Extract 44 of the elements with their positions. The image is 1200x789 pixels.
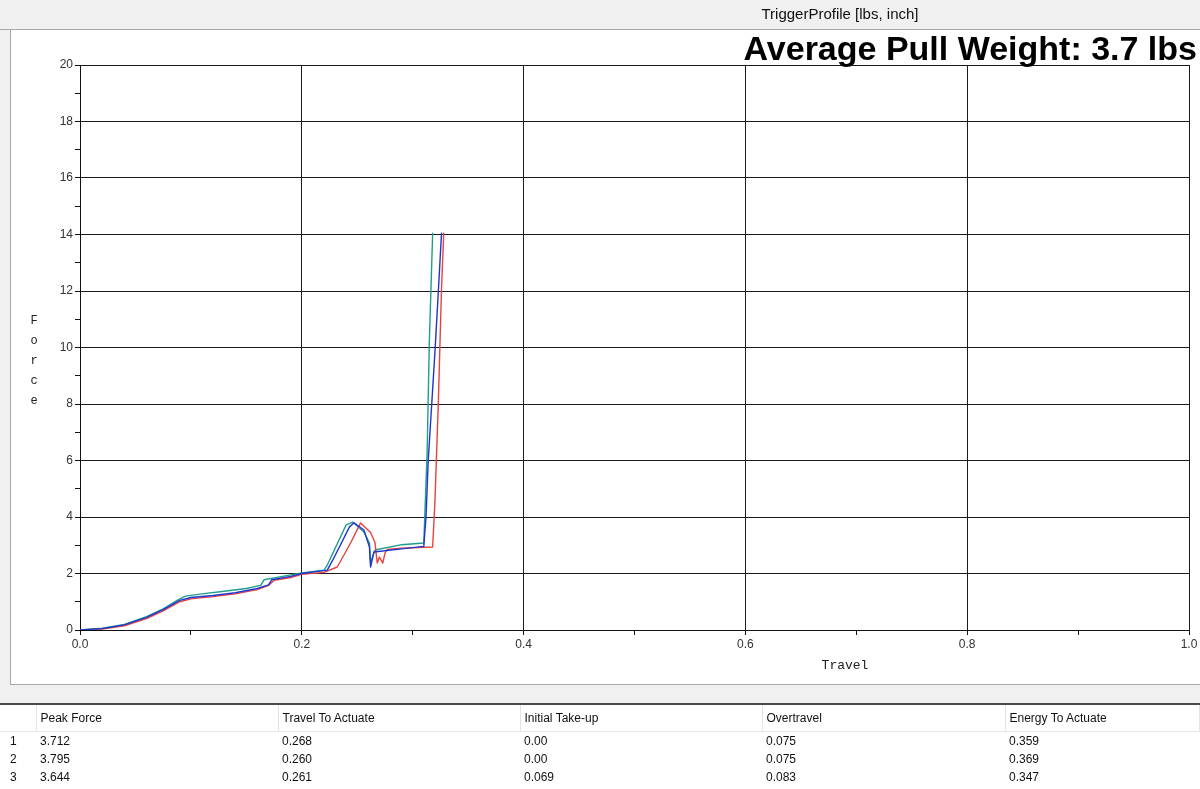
data-label: 0.359	[1008, 733, 1041, 750]
data-label: 0.369	[1008, 751, 1041, 768]
data-label: 0.347	[1008, 769, 1041, 786]
data-label: 0.083	[765, 769, 798, 786]
y-tick-label: 4	[66, 509, 74, 524]
chart-title: TriggerProfile [lbs, inch]	[760, 5, 920, 22]
data-label: 0.00	[523, 733, 549, 750]
y-tick-label: 20	[59, 57, 74, 72]
y-axis-title: Force	[27, 314, 41, 414]
text: 3	[9, 769, 18, 786]
data-label: 3.795	[39, 751, 72, 768]
x-tick-label: 1.0	[1180, 636, 1198, 651]
data-label: 0.075	[765, 733, 798, 750]
data-label: 0.261	[281, 769, 314, 786]
y-tick-label: 2	[66, 565, 74, 580]
x-tick-label: 0.2	[293, 636, 311, 651]
data-label: 0.069	[523, 769, 556, 786]
data-label: 0.075	[765, 751, 798, 768]
y-tick-label: 12	[59, 283, 74, 298]
category-label: Travel To Actuate	[278, 705, 520, 732]
data-label: 0.268	[281, 733, 314, 750]
y-tick-label: 18	[59, 113, 74, 128]
category-label: Peak Force	[36, 705, 278, 732]
data-label: 3.712	[39, 733, 72, 750]
category-label: Overtravel	[762, 705, 1005, 732]
y-tick-label: 8	[66, 396, 74, 411]
y-tick-label: 14	[59, 226, 74, 241]
x-tick-label: 0.0	[71, 636, 89, 651]
data-label: 0.00	[523, 751, 549, 768]
data-label: 0.260	[281, 751, 314, 768]
y-tick-label: 10	[59, 339, 74, 354]
x-tick-label: 0.8	[958, 636, 976, 651]
category-label: Initial Take-up	[520, 705, 762, 732]
category-label: Energy To Actuate	[1005, 705, 1200, 732]
x-tick-label: 0.6	[737, 636, 755, 651]
text: 2	[9, 751, 18, 768]
x-tick-label: 0.4	[515, 636, 533, 651]
annotation: Average Pull Weight: 3.7 lbs	[743, 28, 1197, 68]
y-tick-label: 0	[66, 622, 74, 637]
y-tick-label: 16	[59, 170, 74, 185]
series-label: 1	[9, 733, 18, 750]
data-label: 3.644	[39, 769, 72, 786]
x-axis-title: Travel	[820, 658, 870, 673]
y-tick-label: 6	[66, 452, 74, 467]
